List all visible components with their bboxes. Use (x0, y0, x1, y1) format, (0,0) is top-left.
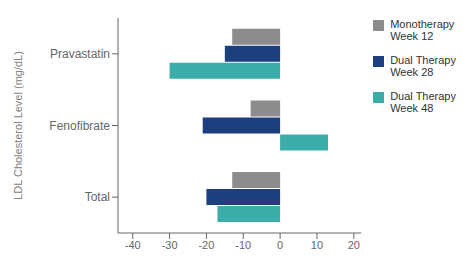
svg-text:-30: -30 (162, 239, 178, 251)
svg-text:Pravastatin: Pravastatin (50, 47, 110, 61)
html-text:Monotherapy: Monotherapy (390, 18, 455, 30)
svg-text:10: 10 (311, 239, 323, 251)
svg-text:0: 0 (277, 239, 283, 251)
html-text:Week 28: Week 28 (390, 66, 434, 78)
svg-text:-40: -40 (125, 239, 141, 251)
html-text:Week 12: Week 12 (390, 30, 434, 42)
html-text:Week 48: Week 48 (390, 102, 434, 114)
html-text:Dual Therapy: Dual Therapy (390, 54, 456, 66)
svg-text:-20: -20 (198, 239, 214, 251)
svg-text:Total: Total (85, 190, 110, 204)
svg-text:Fenofibrate: Fenofibrate (49, 119, 110, 133)
html-text:Dual Therapy: Dual Therapy (390, 90, 456, 102)
svg-text:20: 20 (348, 239, 360, 251)
svg-text:LDL Cholesterol Level (mg/dL): LDL Cholesterol Level (mg/dL) (12, 51, 24, 200)
svg-text:-10: -10 (235, 239, 251, 251)
